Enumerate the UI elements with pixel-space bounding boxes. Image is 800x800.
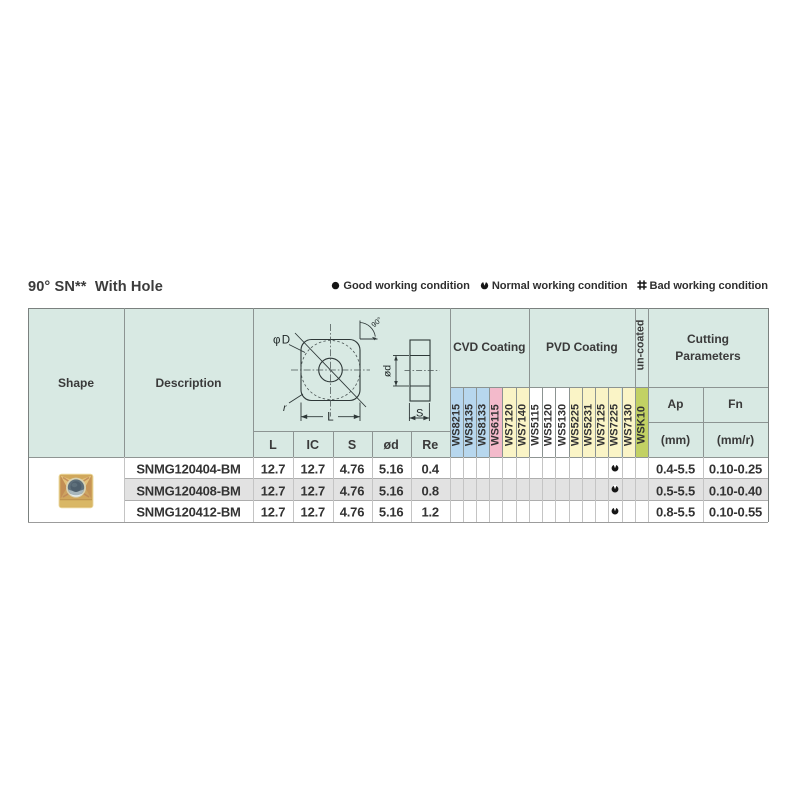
- svg-text:90°: 90°: [369, 315, 383, 329]
- svg-text:ød: ød: [382, 364, 394, 376]
- svg-text:L: L: [327, 411, 334, 423]
- svg-text:S: S: [416, 407, 423, 419]
- svg-text:r: r: [283, 402, 287, 414]
- svg-text:φD: φD: [273, 334, 290, 346]
